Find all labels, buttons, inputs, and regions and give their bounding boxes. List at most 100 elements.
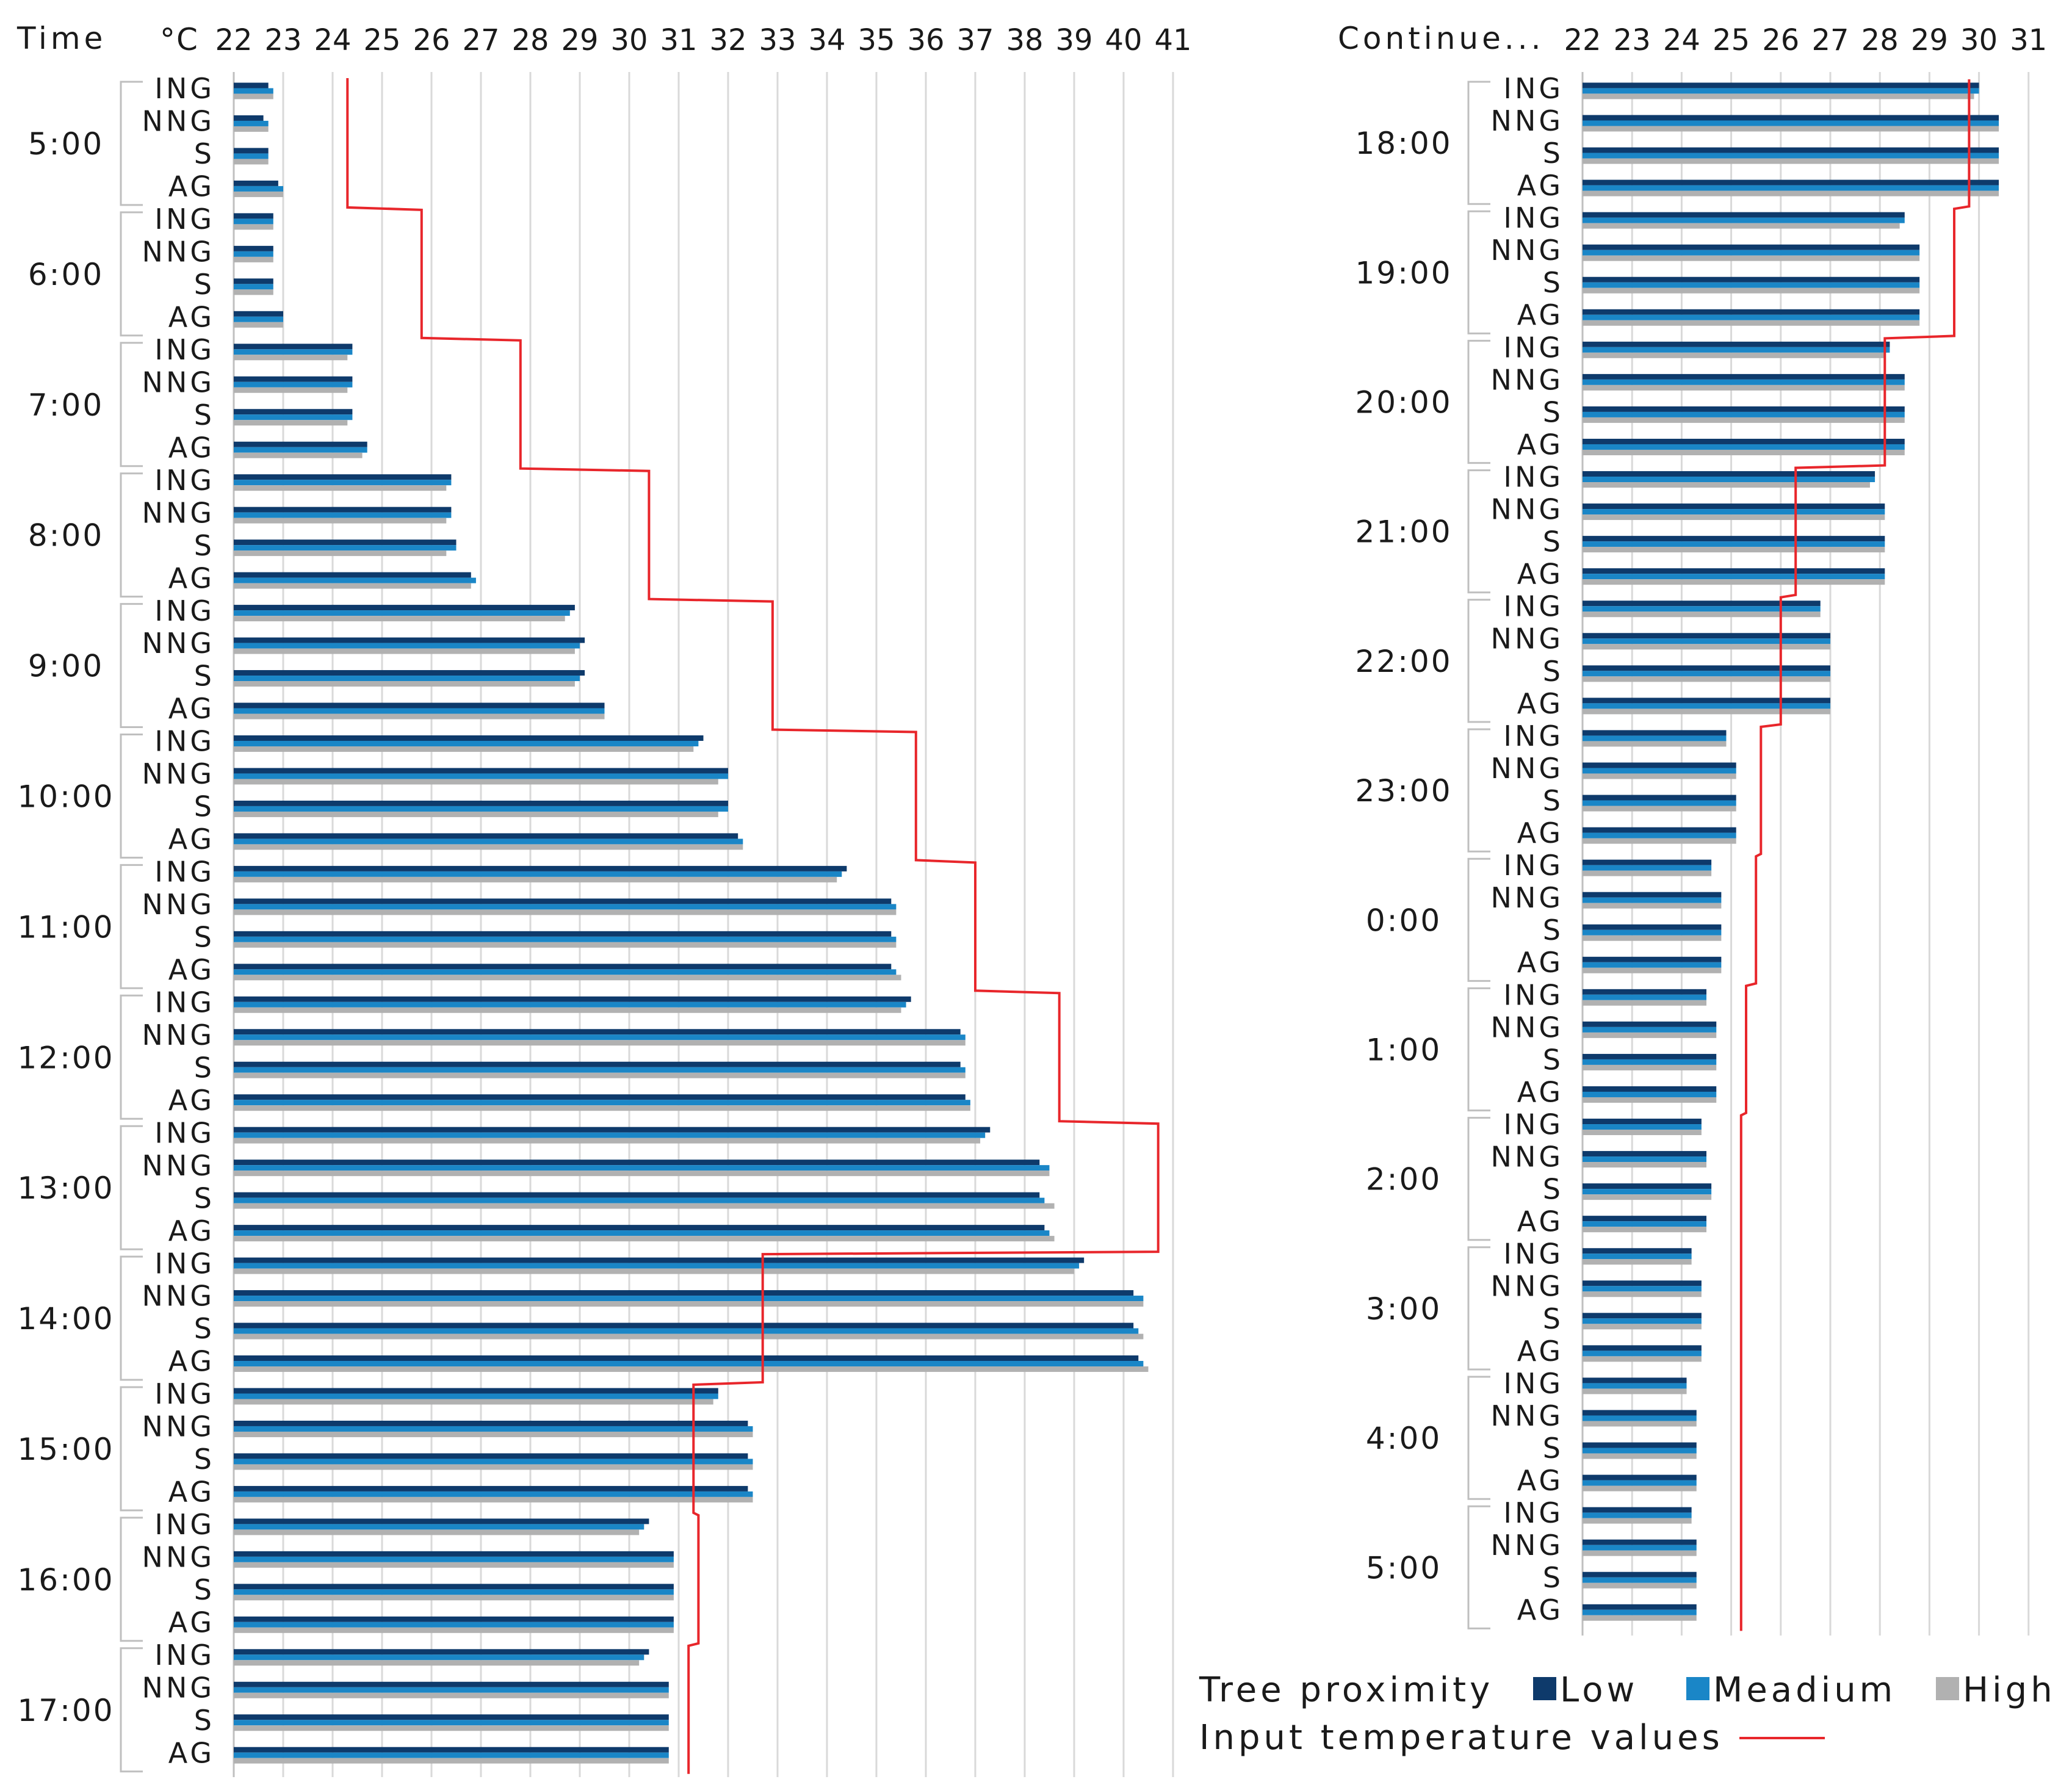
bar-low bbox=[234, 605, 575, 611]
bar-high bbox=[1583, 352, 1885, 358]
category-label: NNG bbox=[142, 888, 215, 921]
bar-high bbox=[234, 1627, 674, 1633]
category-label: ING bbox=[1503, 1238, 1564, 1271]
bar-high bbox=[234, 191, 283, 197]
bar-meadium bbox=[234, 1230, 1050, 1236]
time-label: 4:00 bbox=[1366, 1421, 1442, 1456]
category-label: AG bbox=[1517, 1593, 1564, 1626]
x-tick-label: 24 bbox=[314, 23, 351, 57]
category-label: S bbox=[1543, 137, 1564, 170]
bar-meadium bbox=[234, 120, 269, 126]
bar-high bbox=[1583, 287, 1920, 294]
bar-low bbox=[234, 1225, 1045, 1231]
category-label: AG bbox=[168, 1606, 215, 1639]
x-tick-label: 33 bbox=[759, 23, 796, 57]
group-bracket bbox=[1467, 728, 1490, 853]
bar-high bbox=[234, 355, 348, 361]
bar-high bbox=[1583, 1064, 1717, 1070]
bar-meadium bbox=[1583, 897, 1722, 903]
time-label: 14:00 bbox=[17, 1301, 114, 1336]
bar-meadium bbox=[1583, 1026, 1717, 1033]
bar-high bbox=[234, 1725, 669, 1731]
bar-low bbox=[1583, 471, 1875, 477]
category-label: AG bbox=[168, 823, 215, 856]
bar-high bbox=[234, 975, 901, 981]
category-label: NNG bbox=[1491, 622, 1564, 655]
time-label: 5:00 bbox=[1366, 1550, 1442, 1585]
category-label: S bbox=[1543, 655, 1564, 688]
category-label: S bbox=[1543, 1561, 1564, 1594]
time-label: 10:00 bbox=[17, 779, 114, 814]
time-label: 19:00 bbox=[1355, 255, 1452, 290]
bar-low bbox=[1583, 536, 1885, 542]
bar-meadium bbox=[1583, 185, 1999, 191]
bar-low bbox=[234, 1094, 966, 1100]
bar-meadium bbox=[234, 1491, 753, 1497]
time-label: 7:00 bbox=[28, 388, 104, 423]
x-tick-label: 41 bbox=[1154, 23, 1191, 57]
bar-low bbox=[234, 1355, 1139, 1362]
bar-low bbox=[234, 1584, 674, 1590]
x-tick-label: 27 bbox=[462, 23, 499, 57]
bar-meadium bbox=[1583, 282, 1920, 288]
gridlines bbox=[233, 72, 2030, 1777]
bar-meadium bbox=[1583, 1286, 1702, 1292]
bar-high bbox=[1583, 1097, 1717, 1103]
bar-meadium bbox=[234, 1361, 1144, 1367]
category-label: S bbox=[1543, 266, 1564, 299]
x-tick-label: 26 bbox=[413, 23, 450, 57]
continue-header: Continue... bbox=[1338, 21, 1545, 56]
bar-low bbox=[1583, 503, 1885, 510]
bar-low bbox=[234, 1616, 674, 1622]
bar-meadium bbox=[234, 1556, 674, 1562]
bar-meadium bbox=[234, 1426, 753, 1432]
category-label: ING bbox=[1503, 1108, 1564, 1141]
bar-high bbox=[1583, 967, 1722, 973]
bar-high bbox=[234, 648, 575, 654]
x-tick-label: 32 bbox=[709, 23, 746, 57]
bar-low bbox=[234, 344, 353, 350]
bar-high bbox=[234, 485, 447, 491]
bar-high bbox=[234, 811, 718, 817]
bar-meadium bbox=[234, 1621, 674, 1628]
bar-meadium bbox=[1583, 379, 1905, 385]
bar-meadium bbox=[234, 708, 605, 714]
bar-low bbox=[1583, 601, 1821, 607]
legend-title: Tree proximity bbox=[1199, 1670, 1493, 1710]
bar-low bbox=[234, 278, 273, 284]
category-label: S bbox=[194, 1051, 215, 1084]
bar-meadium bbox=[234, 1263, 1080, 1269]
category-label: ING bbox=[1503, 331, 1564, 364]
bar-high bbox=[234, 746, 694, 752]
bar-meadium bbox=[1583, 1124, 1702, 1130]
x-tick-label: 37 bbox=[956, 23, 994, 57]
bar-high bbox=[1583, 838, 1736, 844]
bar-low bbox=[1583, 1313, 1702, 1319]
input-temperature-lines bbox=[346, 78, 1971, 1774]
bar-low bbox=[234, 1453, 748, 1459]
bar-meadium bbox=[1583, 1091, 1717, 1097]
bar-meadium bbox=[234, 349, 353, 355]
x-tick-label: 28 bbox=[511, 23, 549, 57]
category-label: S bbox=[1543, 1043, 1564, 1076]
category-label: NNG bbox=[1491, 1141, 1564, 1174]
bar-low bbox=[1583, 212, 1905, 218]
x-tick-label: 23 bbox=[264, 23, 301, 57]
category-label: ING bbox=[1503, 978, 1564, 1011]
bar-meadium bbox=[1583, 606, 1821, 612]
bar-high bbox=[234, 1007, 901, 1013]
x-tick-label: 40 bbox=[1105, 23, 1142, 57]
bar-meadium bbox=[234, 186, 283, 192]
bar-meadium bbox=[234, 153, 269, 159]
bar-low bbox=[1583, 1474, 1697, 1481]
bar-low bbox=[234, 1322, 1134, 1329]
bar-high bbox=[1583, 1194, 1712, 1200]
bar-meadium bbox=[1583, 1545, 1697, 1551]
bar-meadium bbox=[234, 480, 452, 486]
bar-low bbox=[1583, 1571, 1697, 1578]
category-label: S bbox=[1543, 525, 1564, 558]
bar-low bbox=[1583, 341, 1890, 347]
bar-high bbox=[1583, 126, 1999, 132]
bar-meadium bbox=[234, 839, 743, 845]
